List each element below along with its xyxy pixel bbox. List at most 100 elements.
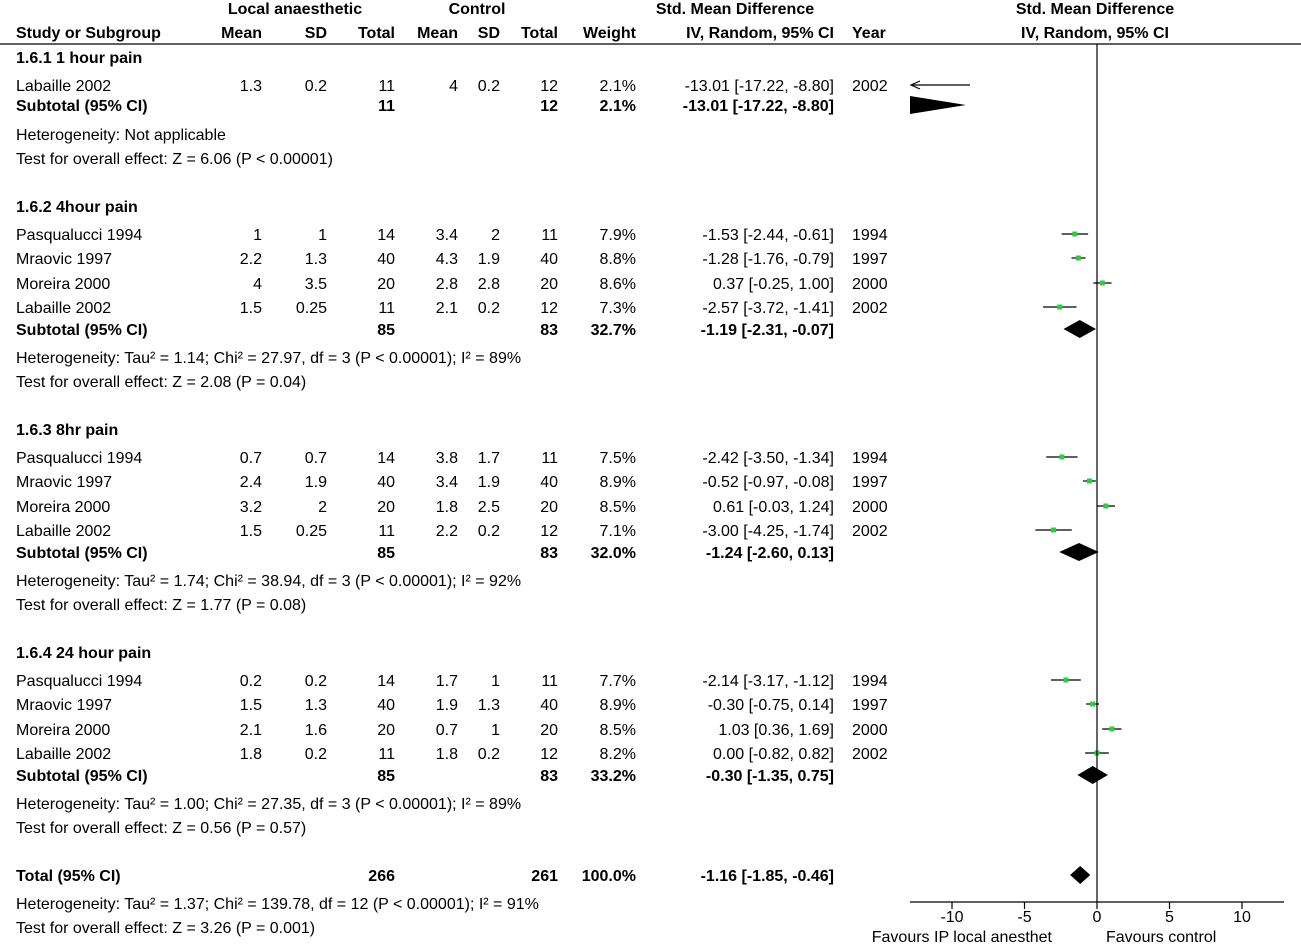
sd-control: 1 [491,673,500,690]
x-tick-label: 0 [1093,909,1102,926]
overall-effect-note: Test for overall effect: Z = 1.77 (P = 0… [16,597,306,614]
heterogeneity-note: Heterogeneity: Tau² = 1.00; Chi² = 27.35… [16,796,521,813]
mean-control: 3.8 [436,450,458,467]
mean-control: 2.8 [436,276,458,293]
subtotal-smd-ci: -1.19 [-2.31, -0.07] [701,322,834,339]
study-name: Pasqualucci 1994 [16,227,142,244]
mean-local: 1.3 [240,78,262,95]
header-total-1: Total [358,25,395,42]
x-tick-label: 5 [1165,909,1174,926]
effect-point [1057,304,1063,310]
subtotal-weight: 32.7% [591,322,636,339]
favours-right-label: Favours control [1106,929,1216,944]
weight-value: 7.9% [600,227,636,244]
subtotal-label: Subtotal (95% CI) [16,98,148,115]
mean-control: 4 [449,78,458,95]
study-name: Pasqualucci 1994 [16,673,142,690]
study-name: Moreira 2000 [16,276,110,293]
smd-ci-value: 0.00 [-0.82, 0.82] [713,746,834,763]
mean-control: 1.8 [436,746,458,763]
subtotal-wedge [910,96,966,114]
total-diamond [1070,866,1091,884]
total-weight: 100.0% [582,868,636,885]
study-name: Moreira 2000 [16,499,110,516]
subtotal-total-local: 85 [377,768,395,785]
mean-local: 0.7 [240,450,262,467]
mean-local: 1 [253,227,262,244]
total-control: 40 [540,474,558,491]
sd-control: 2.8 [478,276,500,293]
total-control: 12 [540,300,558,317]
smd-ci-value: -3.00 [-4.25, -1.74] [702,523,834,540]
year-value: 2002 [852,746,888,763]
total-local: 11 [378,523,395,540]
subtotal-smd-ci: -1.24 [-2.60, 0.13] [706,545,834,562]
study-name: Moreira 2000 [16,722,110,739]
total-local: 14 [377,227,395,244]
sd-control: 2.5 [478,499,500,516]
sd-control: 1.7 [478,450,500,467]
overall-effect-note: Test for overall effect: Z = 2.08 (P = 0… [16,374,306,391]
smd-ci-value: 0.37 [-0.25, 1.00] [713,276,834,293]
total-local: 20 [377,722,395,739]
mean-control: 1.9 [436,697,458,714]
year-value: 1994 [852,227,888,244]
weight-value: 7.1% [600,523,636,540]
sd-local: 1.3 [305,697,327,714]
header-study: Study or Subgroup [16,25,161,42]
total-local: 11 [378,746,395,763]
total-local: 40 [377,474,395,491]
total-local: 40 [377,697,395,714]
total-control: 20 [540,276,558,293]
header-smd-left: Std. Mean Difference [656,1,814,18]
subtotal-total-control: 83 [540,322,558,339]
effect-point [1109,726,1115,732]
overall-effect-note: Test for overall effect: Z = 6.06 (P < 0… [16,151,333,168]
total-control: 40 [540,697,558,714]
year-value: 2000 [852,722,888,739]
subtotal-total-local: 85 [377,545,395,562]
year-value: 2000 [852,499,888,516]
sd-local: 3.5 [305,276,327,293]
subtotal-label: Subtotal (95% CI) [16,322,148,339]
subtotal-diamond [1063,320,1096,338]
total-local: 40 [377,251,395,268]
smd-ci-value: -2.14 [-3.17, -1.12] [702,673,834,690]
sd-local: 0.25 [296,523,327,540]
weight-value: 8.9% [600,474,636,491]
total-local: 11 [378,300,395,317]
sd-local: 0.2 [305,673,327,690]
sd-control: 1.9 [478,474,500,491]
ci-arrow [909,80,921,90]
year-value: 1997 [852,251,888,268]
effect-point [1059,454,1065,460]
heterogeneity-note: Heterogeneity: Tau² = 1.14; Chi² = 27.97… [16,350,521,367]
sd-local: 1.3 [305,251,327,268]
subgroup-title: 1.6.4 24 hour pain [16,645,151,662]
study-name: Mraovic 1997 [16,251,112,268]
year-value: 2002 [852,78,888,95]
weight-value: 8.8% [600,251,636,268]
sd-control: 1.3 [478,697,500,714]
sd-control: 1.9 [478,251,500,268]
sd-control: 0.2 [478,523,500,540]
mean-control: 4.3 [436,251,458,268]
total-total-control: 261 [531,868,558,885]
total-overall-effect-note: Test for overall effect: Z = 3.26 (P = 0… [16,920,315,937]
heterogeneity-note: Heterogeneity: Tau² = 1.74; Chi² = 38.94… [16,573,521,590]
total-control: 12 [540,78,558,95]
plot-layer: -10 -5 0 5 10 Favours IP local anesthet Favour… [872,44,1284,944]
subtotal-weight: 2.1% [600,98,636,115]
mean-control: 1.7 [436,673,458,690]
subtotal-label: Subtotal (95% CI) [16,545,148,562]
effect-point [1103,503,1109,509]
smd-ci-value: -1.53 [-2.44, -0.61] [702,227,834,244]
study-name: Labaille 2002 [16,300,111,317]
subtotal-weight: 32.0% [591,545,636,562]
total-control: 11 [541,450,558,467]
subtotal-total-local: 85 [377,322,395,339]
sd-control: 0.2 [478,300,500,317]
effect-point [1086,478,1092,484]
header-smd-right: Std. Mean Difference [1016,1,1174,18]
